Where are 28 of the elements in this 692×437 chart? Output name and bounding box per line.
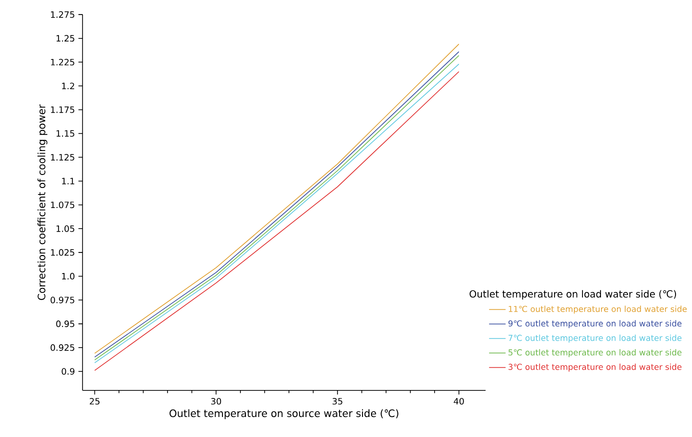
y-tick-label: 1.275 bbox=[51, 11, 74, 18]
y-tick-label: 0.925 bbox=[50, 344, 74, 351]
legend-label: 3℃ outlet temperature on load water side bbox=[508, 364, 682, 372]
y-tick-label: 1.25 bbox=[56, 35, 74, 42]
legend-label: 11℃ outlet temperature on load water side bbox=[508, 306, 687, 314]
x-axis-title: Outlet temperature on source water side (℃) bbox=[170, 409, 398, 420]
y-axis-title: Correction coefficient of cooling power bbox=[38, 104, 48, 300]
y-tick-label: 1.05 bbox=[56, 225, 74, 232]
y-tick-label: 1.175 bbox=[51, 106, 74, 113]
y-tick-label: 1.075 bbox=[51, 202, 74, 208]
y-tick-label: 1.1 bbox=[62, 178, 74, 184]
x-tick-label: 35 bbox=[332, 398, 342, 405]
legend-label: 5℃ outlet temperature on load water side bbox=[508, 349, 682, 358]
y-tick-label: 0.975 bbox=[50, 296, 74, 304]
y-tick-label: 1.15 bbox=[56, 130, 74, 137]
x-tick-label: 25 bbox=[90, 398, 100, 405]
y-tick-label: 0.95 bbox=[56, 320, 74, 328]
y-tick-label: 1.125 bbox=[51, 154, 74, 161]
y-tick-label: 1.225 bbox=[51, 58, 74, 66]
x-tick-label: 40 bbox=[454, 398, 464, 405]
legend-label: 9℃ outlet temperature on load water side bbox=[508, 320, 682, 328]
legend-label: 7℃ outlet temperature on load water side bbox=[508, 334, 682, 343]
y-tick-label: 0.9 bbox=[62, 368, 74, 375]
y-tick-label: 1.2 bbox=[62, 82, 74, 90]
y-tick-label: 1.025 bbox=[51, 249, 74, 256]
x-tick-label: 30 bbox=[211, 398, 222, 405]
y-tick-label: 1.0 bbox=[62, 272, 74, 280]
legend-title: Outlet temperature on load water side (℃) bbox=[470, 290, 676, 300]
